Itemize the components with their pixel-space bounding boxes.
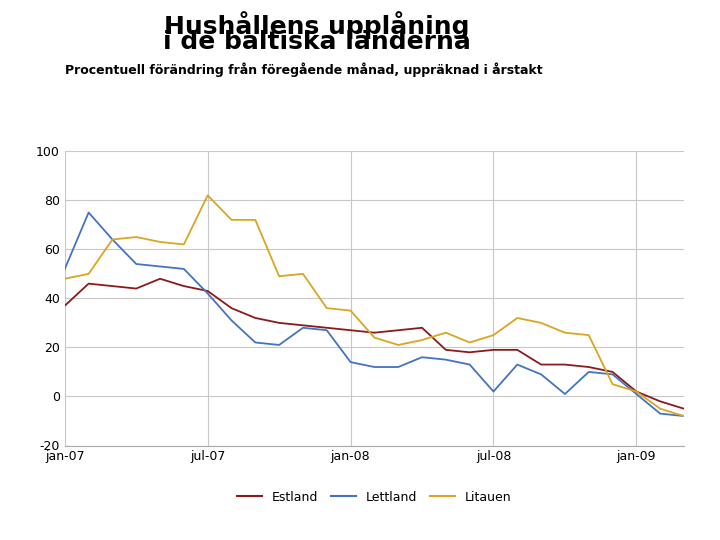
Text: Procentuell förändring från föregående månad, uppräknad i årstakt: Procentuell förändring från föregående m… [65, 62, 542, 77]
Text: Diagram 2:52: Diagram 2:52 [9, 515, 81, 525]
Text: Hushållens upplåning: Hushållens upplåning [164, 11, 469, 39]
Legend: Estland, Lettland, Litauen: Estland, Lettland, Litauen [233, 485, 516, 509]
Text: Källor: Nationella centralbanker, Reuters Ecowin och Riksbanken: Källor: Nationella centralbanker, Reuter… [375, 515, 713, 525]
Text: SVERIGES
RIKSBANK: SVERIGES RIKSBANK [637, 92, 677, 105]
Text: i de baltiska länderna: i de baltiska länderna [163, 30, 471, 53]
